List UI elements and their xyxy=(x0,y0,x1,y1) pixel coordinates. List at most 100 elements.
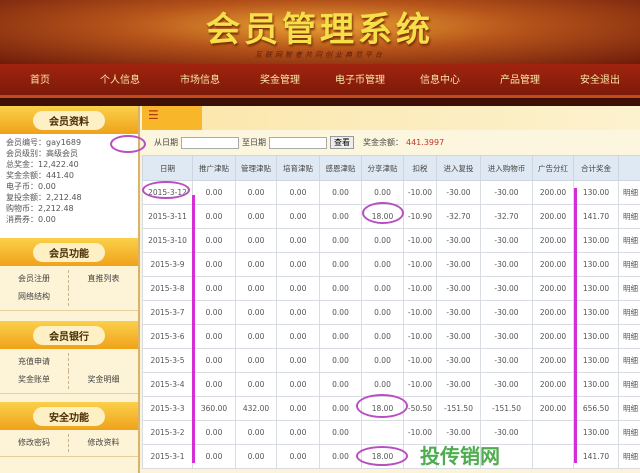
table-cell: -30.00 xyxy=(436,300,481,325)
nav-item[interactable]: 市场信息 xyxy=(180,75,220,86)
functions-link[interactable]: 会员注册 xyxy=(0,270,69,288)
table-cell: -32.70 xyxy=(436,204,481,229)
nav-item[interactable]: 产品管理 xyxy=(500,75,540,86)
table-cell: 130.00 xyxy=(573,252,619,277)
sidebar: 会员资料 会员编号：gay1689 会员级别：高级会员 总奖金：12,422.40 奖… xyxy=(0,106,140,473)
table-cell: 0.00 xyxy=(276,276,320,301)
table-cell: 0.00 xyxy=(361,324,404,349)
detail-link[interactable]: 明细 xyxy=(618,252,640,277)
table-cell: -50.50 xyxy=(403,396,437,421)
detail-link[interactable]: 明细 xyxy=(618,324,640,349)
balance-label: 奖金余额： xyxy=(363,138,403,147)
bank-link[interactable]: 奖金账单 xyxy=(0,371,69,389)
table-cell: 0.00 xyxy=(361,276,404,301)
table-cell: 0.00 xyxy=(276,180,320,205)
security-link[interactable]: 修改密码 xyxy=(0,434,69,452)
profile-line: 购物币：2,212.48 xyxy=(6,204,74,213)
nav-item[interactable]: 电子币管理 xyxy=(335,75,385,86)
table-cell: 0.00 xyxy=(319,348,362,373)
table-cell: 200.00 xyxy=(532,396,574,421)
detail-link[interactable]: 明细 xyxy=(618,372,640,397)
table-cell: 200.00 xyxy=(532,180,574,205)
table-cell: 130.00 xyxy=(573,348,619,373)
profile-line: 总奖金：12,422.40 xyxy=(6,160,79,169)
detail-link[interactable]: 明细 xyxy=(618,348,640,373)
table-cell: 0.00 xyxy=(192,204,236,229)
profile-line: 会员编号：gay1689 xyxy=(6,138,82,147)
detail-link[interactable]: 明细 xyxy=(618,204,640,229)
functions-links: 会员注册 直推列表网络结构 xyxy=(0,266,138,311)
table-cell: -30.00 xyxy=(480,324,533,349)
table-cell: 2015-3-7 xyxy=(142,300,193,325)
detail-link[interactable]: 明细 xyxy=(618,420,640,445)
detail-link[interactable]: 明细 xyxy=(618,228,640,253)
table-cell: 2015-3-10 xyxy=(142,228,193,253)
table-cell: 18.00 xyxy=(361,204,404,229)
table-cell: 0.00 xyxy=(319,420,362,445)
table-cell: 0.00 xyxy=(276,300,320,325)
table-row: 2015-3-4 0.00 0.00 0.00 0.00 0.00 -10.00 -30.00… xyxy=(142,372,640,397)
column-header: 分享津贴 xyxy=(361,155,404,181)
table-cell: -32.70 xyxy=(480,204,533,229)
table-cell: -30.00 xyxy=(480,252,533,277)
table-cell: -30.00 xyxy=(480,180,533,205)
table-cell: 200.00 xyxy=(532,204,574,229)
toolbar: ☰ xyxy=(142,106,640,130)
profile-title: 会员资料 xyxy=(33,110,105,130)
nav-strip xyxy=(0,98,640,106)
table-cell xyxy=(361,420,404,445)
table-cell: 0.00 xyxy=(192,348,236,373)
table-cell: -30.00 xyxy=(436,348,481,373)
table-cell: 2015-3-9 xyxy=(142,252,193,277)
table-cell: 18.00 xyxy=(361,396,404,421)
nav-item[interactable]: 信息中心 xyxy=(420,75,460,86)
detail-link[interactable]: 明细 xyxy=(618,396,640,421)
column-header: 合计奖金 xyxy=(573,155,619,181)
table-row: 2015-3-3 360.00 432.00 0.00 0.00 18.00 -50.50-… xyxy=(142,396,640,421)
table-cell: 130.00 xyxy=(573,420,619,445)
bank-link[interactable]: 奖金明细 xyxy=(87,375,120,384)
table-row: 2015-3-9 0.00 0.00 0.00 0.00 0.00 -10.00 -30.00… xyxy=(142,252,640,277)
table-cell: 0.00 xyxy=(192,444,236,469)
table-cell: 2015-3-8 xyxy=(142,276,193,301)
profile-line: 奖金余额：441.40 xyxy=(6,171,74,180)
search-button[interactable]: 查看 xyxy=(330,136,354,149)
functions-link[interactable]: 网络结构 xyxy=(0,288,69,306)
table-cell: 432.00 xyxy=(235,396,277,421)
table-cell: 0.00 xyxy=(192,372,236,397)
bank-link[interactable]: 充值申请 xyxy=(0,353,69,371)
table-cell: 0.00 xyxy=(235,348,277,373)
table-cell: 130.00 xyxy=(573,324,619,349)
table-cell: 0.00 xyxy=(235,276,277,301)
table-cell: 0.00 xyxy=(319,276,362,301)
bonus-table: 日期 推广津贴 管理津贴 培育津贴 感恩津贴 分享津贴 扣税 进入复投 进入购物币 广告分红 合计奖… xyxy=(142,155,640,469)
functions-header: 会员功能 xyxy=(0,238,138,266)
to-date-input[interactable] xyxy=(269,136,327,149)
detail-link[interactable]: 明细 xyxy=(618,180,640,205)
table-cell: 0.00 xyxy=(235,180,277,205)
table-cell: 200.00 xyxy=(532,300,574,325)
detail-link[interactable]: 明细 xyxy=(618,276,640,301)
security-link[interactable]: 修改资料 xyxy=(87,438,120,447)
column-header: 进入购物币 xyxy=(480,155,533,181)
nav-item[interactable]: 奖金管理 xyxy=(260,75,300,86)
functions-link[interactable]: 直推列表 xyxy=(87,274,120,283)
table-cell: -10.00 xyxy=(403,372,437,397)
table-row: 2015-3-2 0.00 0.00 0.00 0.00 -10.00 -30.00 -30.… xyxy=(142,420,640,445)
table-cell xyxy=(480,444,533,469)
table-cell: 130.00 xyxy=(573,180,619,205)
detail-link[interactable]: 明细 xyxy=(618,444,640,469)
table-cell: -10.00 xyxy=(403,300,437,325)
menu-icon[interactable]: ☰ xyxy=(142,106,202,130)
table-cell: 0.00 xyxy=(192,252,236,277)
nav-item[interactable]: 首页 xyxy=(30,75,50,86)
table-cell: 0.00 xyxy=(235,300,277,325)
detail-link[interactable]: 明细 xyxy=(618,300,640,325)
from-date-input[interactable] xyxy=(181,136,239,149)
nav-item[interactable]: 个人信息 xyxy=(100,75,140,86)
table-cell: 0.00 xyxy=(319,444,362,469)
table-cell: 0.00 xyxy=(319,180,362,205)
nav-item[interactable]: 安全退出 xyxy=(580,75,620,86)
table-cell: 2015-3-12 xyxy=(142,180,193,205)
column-header xyxy=(618,155,640,181)
